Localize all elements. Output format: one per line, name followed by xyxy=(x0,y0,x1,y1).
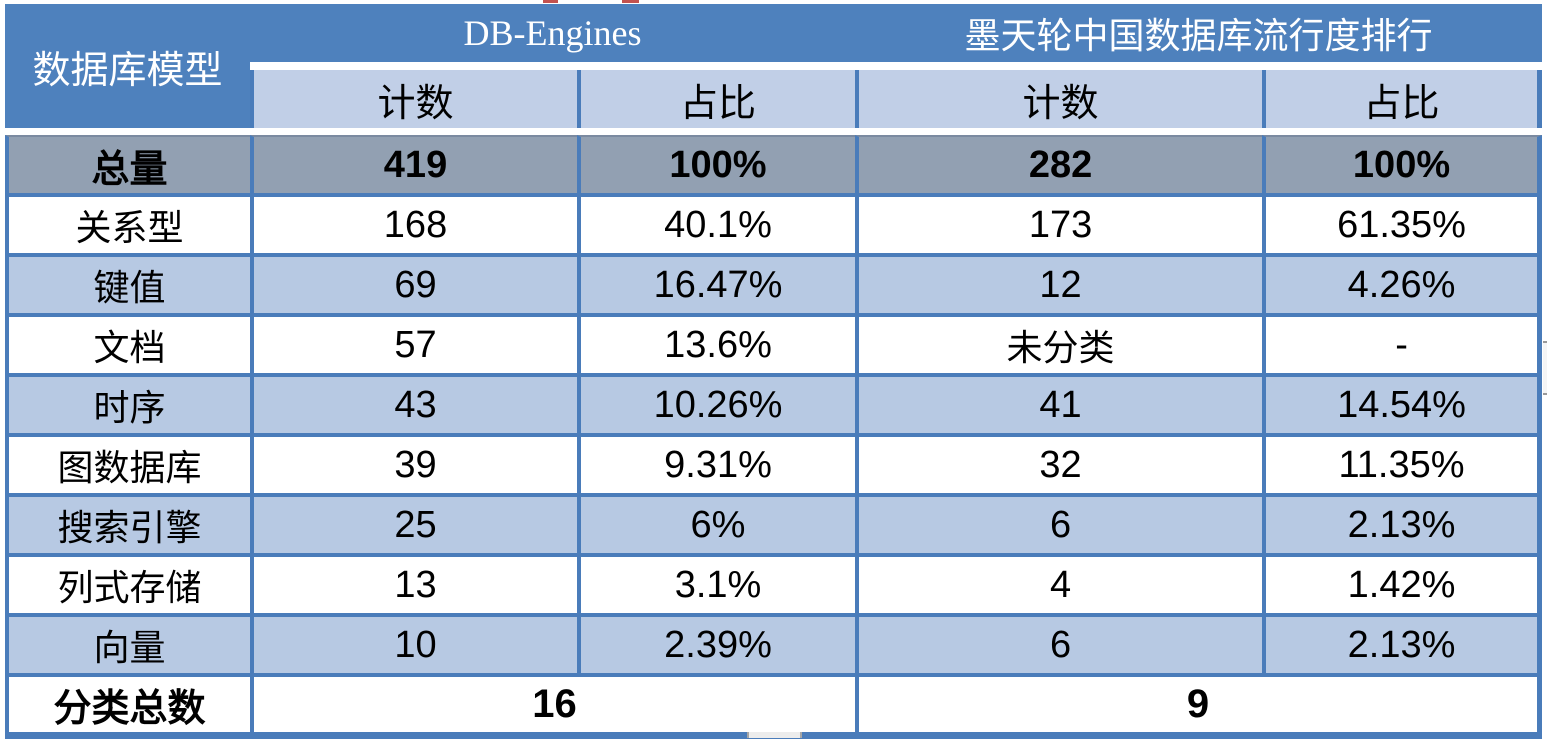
group-header-db-engines: DB-Engines xyxy=(250,4,856,62)
sub-header-count-left: 计数 xyxy=(250,70,577,128)
cell-value: 14.54% xyxy=(1262,373,1543,433)
cell-value: 57 xyxy=(250,313,577,373)
cell-value: - xyxy=(1262,313,1543,373)
sub-header-percent-right: 占比 xyxy=(1262,70,1543,128)
vertical-scrollbar-thumb[interactable] xyxy=(1543,341,1547,395)
row-label: 向量 xyxy=(5,613,250,673)
row-label: 时序 xyxy=(5,373,250,433)
row-label: 文档 xyxy=(5,313,250,373)
cell-value: 41 xyxy=(855,373,1263,433)
spacer-cell xyxy=(5,128,1543,135)
row-label: 关系型 xyxy=(5,193,250,253)
group-header-row: 数据库模型 DB-Engines 墨天轮中国数据库流行度排行 xyxy=(5,4,1543,128)
cell-value: 100% xyxy=(1262,135,1543,193)
total-row: 总量 419 100% 282 100% xyxy=(5,135,1543,193)
cell-value: 3.1% xyxy=(577,553,856,613)
sub-header-row: 计数 占比 计数 占比 xyxy=(5,70,1543,128)
db-engines-category-total: 16 xyxy=(250,673,856,739)
cell-value: 4 xyxy=(855,553,1263,613)
cell-value: 10 xyxy=(250,613,577,673)
cell-value: 6 xyxy=(855,613,1263,673)
cell-value: 2.39% xyxy=(577,613,856,673)
sub-header-count-right: 计数 xyxy=(855,70,1263,128)
cell-value: 11.35% xyxy=(1262,433,1543,493)
table-row: 搜索引擎 25 6% 6 2.13% xyxy=(5,493,1543,553)
cell-value: 39 xyxy=(250,433,577,493)
sub-header-percent-left: 占比 xyxy=(577,70,856,128)
cell-value: 69 xyxy=(250,253,577,313)
cell-value: 40.1% xyxy=(577,193,856,253)
cell-value: 173 xyxy=(855,193,1263,253)
motianlun-category-total: 9 xyxy=(855,673,1543,739)
cell-value: 12 xyxy=(855,253,1263,313)
cell-value: 6 xyxy=(855,493,1263,553)
cell-value: 4.26% xyxy=(1262,253,1543,313)
cell-value: 9.31% xyxy=(577,433,856,493)
cell-value: 419 xyxy=(250,135,577,193)
cell-value: 43 xyxy=(250,373,577,433)
table-row: 图数据库 39 9.31% 32 11.35% xyxy=(5,433,1543,493)
cell-value: 6% xyxy=(577,493,856,553)
spacer-cell xyxy=(250,62,1543,70)
table-row: 关系型 168 40.1% 173 61.35% xyxy=(5,193,1543,253)
cell-value: 1.42% xyxy=(1262,553,1543,613)
table-row: 文档 57 13.6% 未分类 - xyxy=(5,313,1543,373)
cell-value: 168 xyxy=(250,193,577,253)
clipped-red-text-fragment xyxy=(543,0,558,3)
database-model-comparison-table: 数据库模型 DB-Engines 墨天轮中国数据库流行度排行 计数 占比 计数 … xyxy=(5,4,1543,739)
corner-header-database-model: 数据库模型 xyxy=(5,4,250,128)
cell-value: 2.13% xyxy=(1262,613,1543,673)
group-header-motianlun: 墨天轮中国数据库流行度排行 xyxy=(855,4,1543,62)
cell-value: 282 xyxy=(855,135,1263,193)
cell-value: 13.6% xyxy=(577,313,856,373)
cell-value: 61.35% xyxy=(1262,193,1543,253)
row-label: 搜索引擎 xyxy=(5,493,250,553)
row-label: 列式存储 xyxy=(5,553,250,613)
horizontal-scrollbar-thumb[interactable] xyxy=(747,732,802,738)
cell-value: 13 xyxy=(250,553,577,613)
cell-value: 2.13% xyxy=(1262,493,1543,553)
body-spacer-row xyxy=(5,128,1543,135)
header-spacer-row xyxy=(5,62,1543,70)
row-label: 键值 xyxy=(5,253,250,313)
table-row: 时序 43 10.26% 41 14.54% xyxy=(5,373,1543,433)
table-row: 键值 69 16.47% 12 4.26% xyxy=(5,253,1543,313)
category-total-row: 分类总数 16 9 xyxy=(5,673,1543,739)
cell-value: 未分类 xyxy=(855,313,1263,373)
row-label: 总量 xyxy=(5,135,250,193)
table-row: 列式存储 13 3.1% 4 1.42% xyxy=(5,553,1543,613)
clipped-red-text-fragment xyxy=(622,0,639,3)
table-row: 向量 10 2.39% 6 2.13% xyxy=(5,613,1543,673)
cell-value: 16.47% xyxy=(577,253,856,313)
cell-value: 25 xyxy=(250,493,577,553)
cell-value: 100% xyxy=(577,135,856,193)
cell-value: 32 xyxy=(855,433,1263,493)
cell-value: 10.26% xyxy=(577,373,856,433)
row-label: 分类总数 xyxy=(5,673,250,739)
row-label: 图数据库 xyxy=(5,433,250,493)
